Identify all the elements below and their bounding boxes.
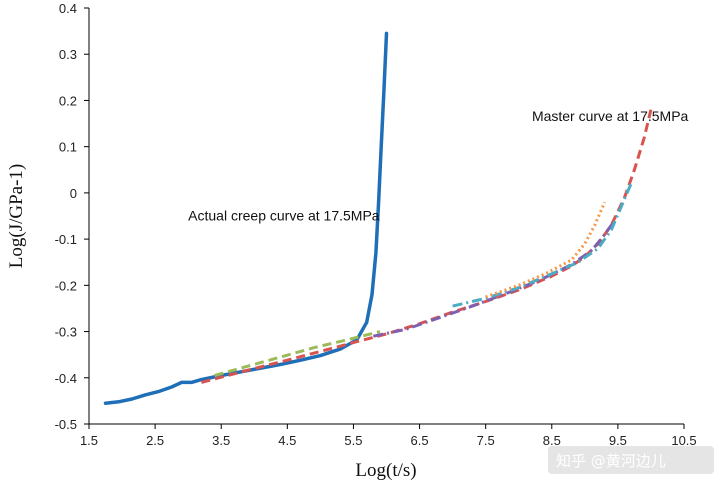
y-axis-title: Log(J/GPa-1)	[6, 164, 27, 268]
x-tick-label: 1.5	[80, 433, 98, 448]
y-tick-label: 0.4	[59, 1, 77, 16]
y-tick-label: -0.4	[55, 371, 77, 386]
series-line-master-4	[452, 183, 633, 308]
y-tick-label: 0.1	[59, 140, 77, 155]
series-layer	[103, 31, 653, 405]
x-tick-label: 9.5	[609, 433, 627, 448]
x-tick-label: 4.5	[278, 433, 296, 448]
annotation-actual-creep: Actual creep curve at 17.5MPa	[188, 208, 380, 224]
series-line-master-3	[372, 219, 616, 338]
y-tick-label: -0.5	[55, 417, 77, 432]
y-tick-label: -0.2	[55, 278, 77, 293]
series-line-actual-creep	[103, 31, 389, 405]
series-line-master-2	[214, 330, 381, 377]
y-tick-label: 0	[70, 186, 77, 201]
x-tick-label: 10.5	[671, 433, 696, 448]
y-tick-label: -0.1	[55, 232, 77, 247]
x-tick-label: 6.5	[411, 433, 429, 448]
x-tick-label: 3.5	[212, 433, 230, 448]
plot-area	[88, 8, 684, 425]
x-tick-label: 7.5	[477, 433, 495, 448]
x-axis-ticks: 1.5 2.5 3.5 4.5 5.5 6.5 7.5 8.5 9.5 10.5	[80, 424, 697, 448]
x-tick-label: 2.5	[146, 433, 164, 448]
annotation-master-curve: Master curve at 17.5MPa	[532, 108, 689, 124]
y-axis-ticks: -0.5 -0.4 -0.3 -0.2 -0.1 0 0.1 0.2 0.3 0.4	[55, 1, 89, 432]
x-axis-title: Log(t/s)	[355, 460, 416, 481]
watermark: 知乎 @黄河边儿	[548, 446, 714, 474]
y-tick-label: 0.3	[59, 47, 77, 62]
y-tick-label: -0.3	[55, 325, 77, 340]
y-tick-label: 0.2	[59, 93, 77, 108]
series-line-master-5	[485, 201, 607, 299]
watermark-text: 知乎 @黄河边儿	[556, 452, 666, 470]
x-tick-label: 5.5	[344, 433, 362, 448]
x-tick-label: 8.5	[543, 433, 561, 448]
